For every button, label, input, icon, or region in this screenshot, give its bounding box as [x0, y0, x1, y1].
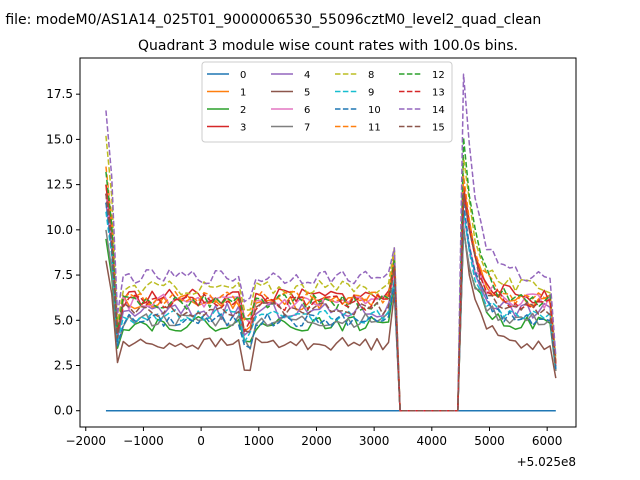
y-tick-label: 5.0 [54, 313, 73, 327]
y-tick-label: 17.5 [46, 87, 73, 101]
x-axis-ticks: −2000 −1000 0 1000 2000 3000 4000 5000 6000 [65, 427, 562, 448]
series-line-12 [105, 136, 557, 412]
series-line-5 [105, 225, 557, 412]
x-tick-label: 5000 [474, 434, 505, 448]
legend-label-8: 8 [368, 70, 374, 81]
legend-label-15: 15 [432, 123, 445, 134]
y-tick-label: 7.5 [54, 268, 73, 282]
y-axis-ticks: 0.0 2.5 5.0 7.5 10.0 12.5 15.0 17.5 [46, 87, 80, 418]
x-tick-label: 1000 [244, 434, 275, 448]
legend-label-6: 6 [304, 105, 310, 116]
legend-label-0: 0 [240, 70, 246, 81]
series-line-14 [105, 73, 557, 412]
figure-suptitle: n file: modeM0/AS1A14_025T01_9000006530_… [0, 12, 541, 28]
legend-label-11: 11 [368, 123, 381, 134]
legend-label-10: 10 [368, 105, 381, 116]
x-tick-label: 6000 [532, 434, 563, 448]
chart-title: Quadrant 3 module wise count rates with … [138, 38, 518, 54]
legend-label-3: 3 [240, 123, 246, 134]
series-line-4 [105, 202, 557, 412]
series-line-8 [105, 135, 557, 412]
x-tick-label: −2000 [65, 434, 106, 448]
x-tick-label: 3000 [359, 434, 390, 448]
y-tick-label: 10.0 [46, 223, 73, 237]
series-line-11 [105, 166, 557, 412]
legend-label-4: 4 [304, 70, 310, 81]
y-tick-label: 2.5 [54, 359, 73, 373]
x-tick-label: 2000 [301, 434, 332, 448]
legend-label-9: 9 [368, 88, 374, 99]
legend-label-2: 2 [240, 105, 246, 116]
legend-label-1: 1 [240, 88, 246, 99]
x-tick-label: −1000 [123, 434, 164, 448]
x-axis-offset-label: +5.025e8 [517, 455, 576, 469]
y-tick-label: 12.5 [46, 178, 73, 192]
y-tick-label: 15.0 [46, 132, 73, 146]
axes-frame [79, 57, 577, 428]
series-line-7 [105, 229, 557, 412]
legend-box [201, 61, 453, 143]
y-tick-label: 0.0 [54, 404, 73, 418]
legend-label-13: 13 [432, 88, 445, 99]
x-tick-label: 0 [197, 434, 205, 448]
legend-label-7: 7 [304, 123, 310, 134]
series-line-9 [105, 211, 557, 412]
legend-label-12: 12 [432, 70, 445, 81]
x-tick-label: 4000 [417, 434, 448, 448]
legend-label-14: 14 [432, 105, 445, 116]
legend-label-5: 5 [304, 88, 310, 99]
series-line-15 [105, 192, 557, 412]
series-lines [105, 73, 557, 412]
series-line-13 [105, 192, 557, 412]
